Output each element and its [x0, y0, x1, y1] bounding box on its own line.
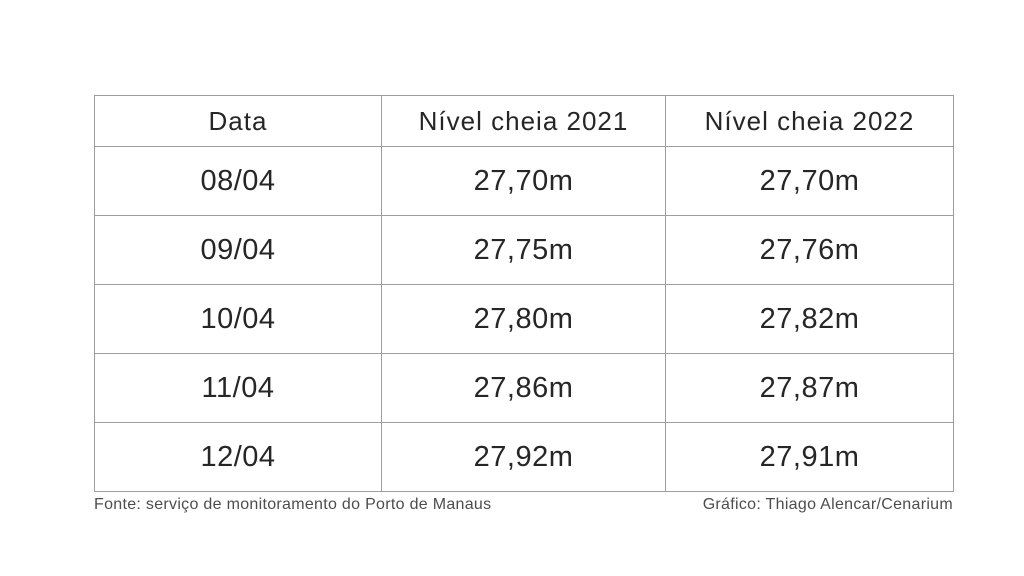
cell-level-2022: 27,70m: [665, 146, 954, 216]
cell-level-2022: 27,87m: [665, 353, 954, 423]
cell-date: 08/04: [94, 146, 382, 216]
cell-level-2022: 27,82m: [665, 284, 954, 354]
cell-level-2021: 27,75m: [381, 215, 666, 285]
table-row: 11/04 27,86m 27,87m: [94, 353, 954, 423]
cell-level-2021: 27,80m: [381, 284, 666, 354]
table-row: 10/04 27,80m 27,82m: [94, 284, 954, 354]
table-header-row: Data Nível cheia 2021 Nível cheia 2022: [94, 95, 954, 147]
table-row: 09/04 27,75m 27,76m: [94, 215, 954, 285]
cell-date: 12/04: [94, 422, 382, 492]
cell-level-2021: 27,86m: [381, 353, 666, 423]
header-cell-nivel-2021: Nível cheia 2021: [381, 95, 666, 147]
footer-credit: Gráfico: Thiago Alencar/Cenarium: [702, 496, 953, 513]
table-row: 08/04 27,70m 27,70m: [94, 146, 954, 216]
footer-source: Fonte: serviço de monitoramento do Porto…: [94, 496, 492, 513]
cell-level-2022: 27,91m: [665, 422, 954, 492]
flood-level-comparison-table: Data Nível cheia 2021 Nível cheia 2022 0…: [94, 95, 954, 492]
cell-level-2022: 27,76m: [665, 215, 954, 285]
header-cell-nivel-2022: Nível cheia 2022: [665, 95, 954, 147]
water-level-table: Data Nível cheia 2021 Nível cheia 2022 0…: [94, 95, 954, 492]
cell-level-2021: 27,92m: [381, 422, 666, 492]
cell-level-2021: 27,70m: [381, 146, 666, 216]
cell-date: 11/04: [94, 353, 382, 423]
table-row: 12/04 27,92m 27,91m: [94, 422, 954, 492]
header-cell-data: Data: [94, 95, 382, 147]
cell-date: 09/04: [94, 215, 382, 285]
cell-date: 10/04: [94, 284, 382, 354]
table-footer: Fonte: serviço de monitoramento do Porto…: [94, 496, 953, 514]
